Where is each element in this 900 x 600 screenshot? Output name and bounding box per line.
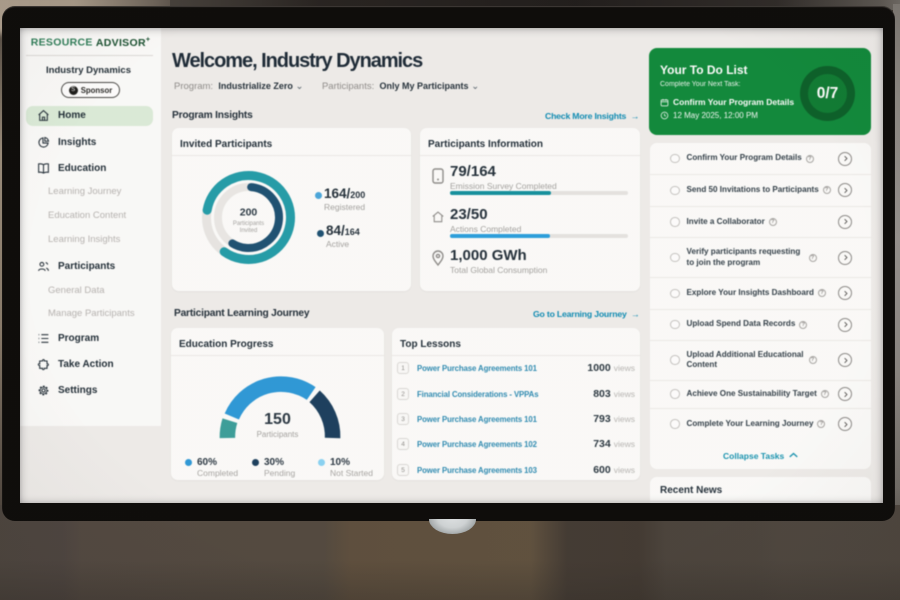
svg-text:200: 200 xyxy=(240,207,258,219)
svg-text:Invited: Invited xyxy=(240,228,258,234)
svg-text:Participants: Participants xyxy=(233,221,264,227)
